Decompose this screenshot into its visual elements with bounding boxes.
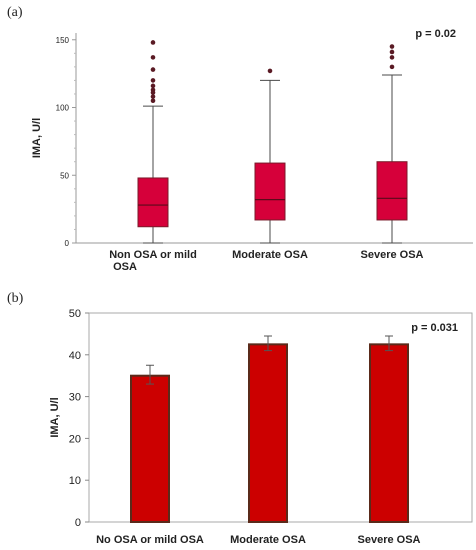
outlier-point bbox=[150, 55, 156, 60]
p-value-annotation: p = 0.02 bbox=[415, 28, 456, 40]
box-iqr bbox=[137, 177, 169, 228]
box-group bbox=[137, 40, 169, 244]
box-group bbox=[376, 44, 408, 244]
box-iqr bbox=[254, 162, 286, 221]
y-tick-label: 20 bbox=[69, 433, 81, 445]
outlier-point bbox=[150, 94, 156, 99]
y-tick-label: 0 bbox=[75, 517, 81, 529]
y-tick-label: 10 bbox=[69, 475, 81, 487]
outlier-point bbox=[389, 49, 395, 55]
bar-group bbox=[369, 335, 409, 523]
bar bbox=[369, 343, 409, 523]
outlier-point bbox=[150, 83, 156, 89]
p-value-annotation: p = 0.031 bbox=[411, 322, 458, 334]
box-iqr bbox=[376, 161, 408, 221]
boxplot-chart: 0 50 100 150 IMA, U/l p = 0.02 Non OSA or mild… bbox=[31, 28, 473, 273]
x-category-label: Moderate OSA bbox=[230, 534, 306, 546]
bar-group bbox=[130, 364, 170, 524]
y-axis-label: IMA, U/l bbox=[31, 118, 43, 158]
outlier-point bbox=[150, 40, 156, 45]
outlier-point bbox=[267, 68, 273, 74]
outlier-point bbox=[389, 44, 395, 49]
y-tick-label: 40 bbox=[69, 350, 81, 362]
outlier-point bbox=[150, 87, 156, 93]
y-tick-label: 50 bbox=[69, 308, 81, 320]
x-category-label: Severe OSA bbox=[361, 249, 424, 261]
bar bbox=[130, 374, 170, 524]
y-axis-label: IMA, U/l bbox=[49, 397, 61, 437]
bar bbox=[248, 343, 288, 523]
y-tick-label: 50 bbox=[60, 171, 69, 180]
box-group bbox=[254, 68, 286, 244]
x-category-label: Severe OSA bbox=[358, 534, 421, 546]
outlier-point bbox=[150, 78, 156, 83]
panel-label-b: (b) bbox=[7, 291, 24, 306]
bar-group bbox=[248, 335, 288, 523]
outlier-point bbox=[389, 55, 395, 60]
y-tick-label: 0 bbox=[65, 239, 70, 248]
y-tick-label: 100 bbox=[56, 104, 70, 113]
y-tick-label: 150 bbox=[56, 36, 70, 45]
x-category-label: Non OSA or mild OSA bbox=[109, 249, 197, 273]
outlier-point bbox=[150, 98, 156, 104]
x-category-label: No OSA or mild OSA bbox=[96, 534, 204, 546]
outlier-point bbox=[150, 67, 156, 72]
panel-label-a: (a) bbox=[7, 5, 23, 20]
y-tick-label: 30 bbox=[69, 392, 81, 404]
x-category-label: Moderate OSA bbox=[232, 249, 308, 261]
outlier-point bbox=[389, 64, 395, 70]
